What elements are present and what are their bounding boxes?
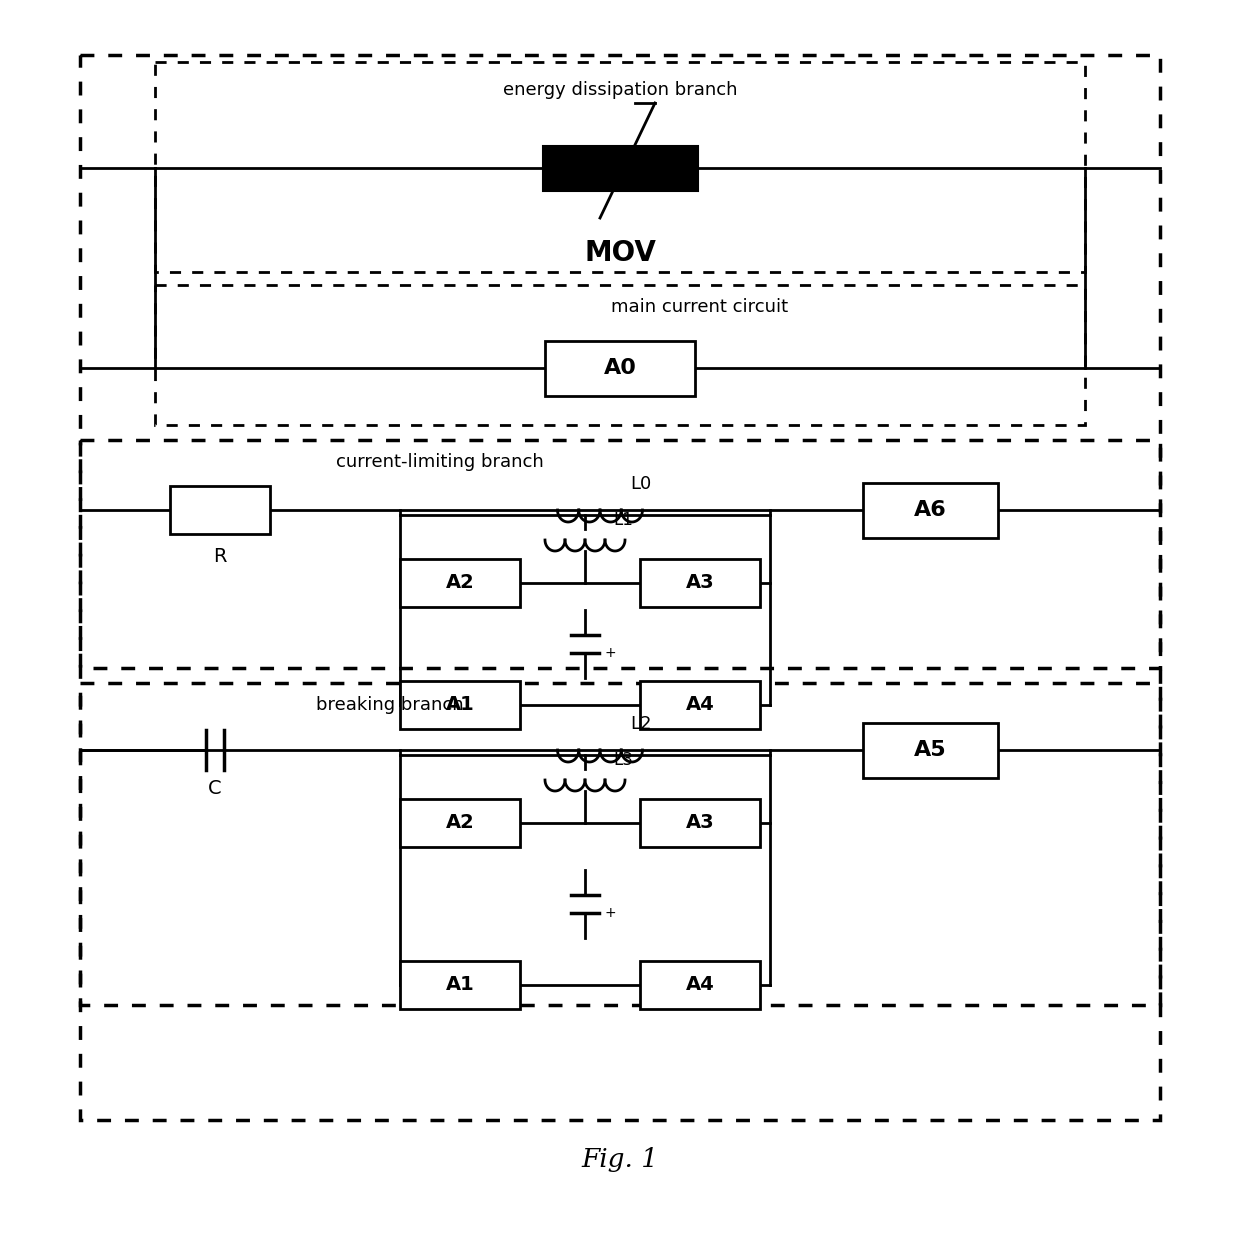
Bar	[546, 341, 694, 397]
Text: Fig. 1: Fig. 1	[582, 1147, 658, 1172]
Text: A1: A1	[445, 695, 475, 714]
Bar	[81, 441, 1159, 668]
Text: C: C	[208, 778, 222, 797]
Bar	[81, 55, 1159, 1119]
Text: A0: A0	[604, 358, 636, 378]
Bar	[640, 961, 760, 1009]
Text: A3: A3	[686, 813, 714, 832]
Text: L2: L2	[630, 715, 651, 733]
Text: +: +	[604, 906, 615, 920]
Text: A6: A6	[914, 499, 946, 520]
Text: L0: L0	[630, 474, 651, 493]
Bar	[640, 558, 760, 607]
Text: A4: A4	[686, 695, 714, 714]
Text: A1: A1	[445, 975, 475, 994]
Text: A2: A2	[445, 574, 475, 592]
Text: breaking branch: breaking branch	[316, 697, 464, 714]
Text: A4: A4	[686, 975, 714, 994]
Bar	[170, 486, 270, 533]
Bar	[401, 681, 520, 729]
Bar	[640, 799, 760, 847]
Bar	[155, 61, 1085, 272]
Bar	[81, 683, 1159, 1005]
Text: L3: L3	[613, 750, 632, 769]
Bar	[640, 681, 760, 729]
Text: L1: L1	[613, 511, 632, 530]
Bar	[543, 146, 698, 191]
Text: energy dissipation branch: energy dissipation branch	[502, 82, 738, 99]
Text: +: +	[604, 646, 615, 660]
Bar	[401, 961, 520, 1009]
Bar	[401, 799, 520, 847]
Text: A5: A5	[914, 740, 946, 761]
Bar	[863, 723, 998, 778]
Bar	[401, 558, 520, 607]
Text: current-limiting branch: current-limiting branch	[336, 453, 544, 471]
Bar	[863, 483, 998, 538]
Text: MOV: MOV	[584, 238, 656, 267]
Text: R: R	[213, 546, 227, 566]
Text: A3: A3	[686, 574, 714, 592]
Bar	[155, 285, 1085, 425]
Text: main current circuit: main current circuit	[611, 297, 789, 316]
Text: A2: A2	[445, 813, 475, 832]
